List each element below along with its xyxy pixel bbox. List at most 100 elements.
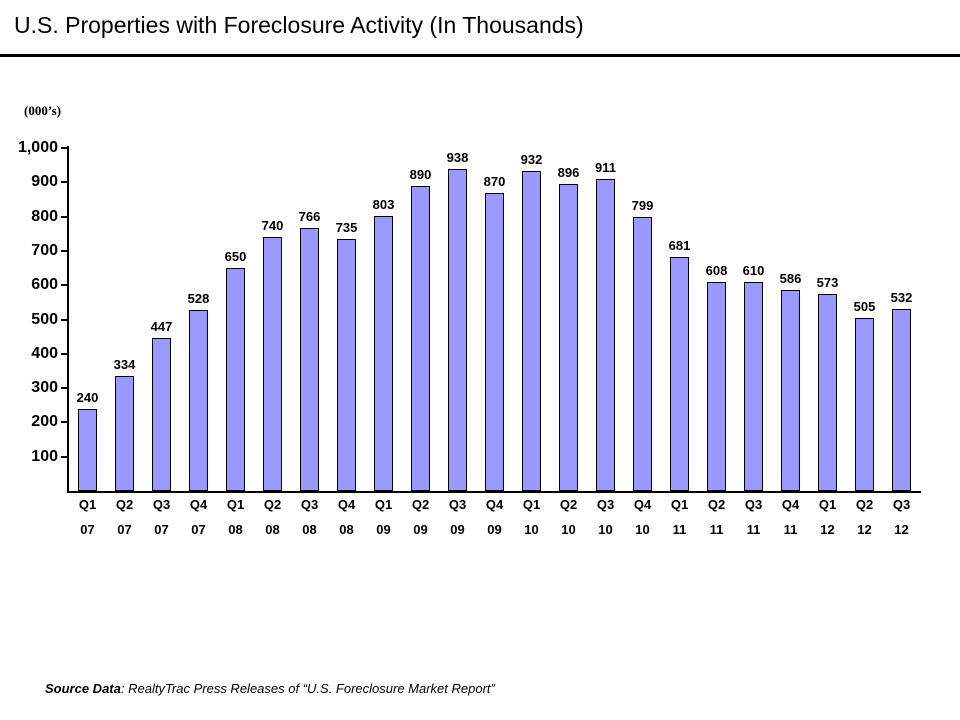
bar-value-label: 608	[705, 263, 728, 278]
x-tick-quarter: Q1	[818, 497, 837, 512]
y-tick	[61, 147, 69, 149]
bar-slot: 890	[402, 148, 439, 491]
x-tick-quarter: Q1	[670, 497, 689, 512]
x-tick-year: 08	[302, 522, 317, 537]
bar	[818, 294, 837, 491]
x-tick-label: Q2 09	[402, 497, 439, 538]
x-tick-label: Q3 11	[735, 497, 772, 538]
x-tick-year: 10	[524, 522, 539, 537]
x-tick-quarter: Q4	[633, 497, 652, 512]
bar	[892, 309, 911, 491]
page-title: U.S. Properties with Foreclosure Activit…	[14, 12, 584, 38]
x-tick-label: Q2 08	[254, 497, 291, 538]
x-tick-quarter: Q3	[300, 497, 319, 512]
x-tick-label: Q1 10	[513, 497, 550, 538]
bar-value-label: 334	[113, 357, 136, 372]
x-tick-year: 09	[450, 522, 465, 537]
x-tick-quarter: Q2	[855, 497, 874, 512]
bar	[226, 268, 245, 491]
x-tick-quarter: Q1	[522, 497, 541, 512]
x-tick-year: 10	[598, 522, 613, 537]
bar	[559, 184, 578, 491]
x-tick-label: Q4 11	[772, 497, 809, 538]
y-tick-label: 300	[31, 379, 58, 397]
x-tick-label: Q1 11	[661, 497, 698, 538]
x-tick-year: 10	[635, 522, 650, 537]
x-tick-label: Q3 10	[587, 497, 624, 538]
bar-slot: 735	[328, 148, 365, 491]
y-tick	[61, 181, 69, 184]
bar-value-label: 799	[631, 198, 654, 213]
x-tick-quarter: Q2	[707, 497, 726, 512]
x-tick-quarter: Q3	[152, 497, 171, 512]
bar	[448, 169, 467, 491]
bar-value-label: 532	[890, 290, 913, 305]
y-tick	[61, 352, 69, 355]
source-note: Source Data: RealtyTrac Press Releases o…	[45, 681, 495, 696]
x-axis	[67, 491, 921, 493]
bar-slot: 766	[291, 148, 328, 491]
bar	[300, 228, 319, 491]
bar-slot: 573	[809, 148, 846, 491]
x-tick-quarter: Q4	[189, 497, 208, 512]
x-tick-label: Q3 12	[883, 497, 920, 538]
bar-slot: 932	[513, 148, 550, 491]
x-tick-year: 11	[672, 522, 687, 537]
bar-slot: 608	[698, 148, 735, 491]
y-tick-label: 200	[31, 413, 58, 431]
bar-slot: 803	[365, 148, 402, 491]
source-note-text: : RealtyTrac Press Releases of “U.S. For…	[120, 681, 495, 696]
bar-value-label: 932	[520, 152, 543, 167]
bar	[152, 338, 171, 491]
x-tick-quarter: Q3	[596, 497, 615, 512]
y-axis	[67, 146, 69, 493]
y-tick	[61, 215, 69, 218]
x-tick-quarter: Q4	[485, 497, 504, 512]
x-tick-quarter: Q1	[374, 497, 393, 512]
bar-value-label: 803	[372, 197, 395, 212]
x-tick-year: 07	[154, 522, 169, 537]
bar	[670, 257, 689, 491]
x-tick-label: Q2 07	[106, 497, 143, 538]
x-tick-label: Q2 11	[698, 497, 735, 538]
x-tick-year: 11	[746, 522, 761, 537]
x-tick-quarter: Q4	[337, 497, 356, 512]
bar-value-label: 573	[816, 275, 839, 290]
x-tick-year: 07	[80, 522, 95, 537]
y-tick	[61, 421, 69, 424]
bar	[522, 171, 541, 491]
x-tick-label: Q1 09	[365, 497, 402, 538]
x-tick-quarter: Q2	[263, 497, 282, 512]
x-tick-quarter: Q2	[559, 497, 578, 512]
x-tick-year: 08	[228, 522, 243, 537]
x-tick-year: 07	[191, 522, 206, 537]
x-tick-year: 10	[561, 522, 576, 537]
bar-value-label: 870	[483, 174, 506, 189]
bar-slot: 240	[69, 148, 106, 491]
x-tick-label: Q3 08	[291, 497, 328, 538]
x-tick-label: Q4 07	[180, 497, 217, 538]
bar	[855, 318, 874, 491]
bar-value-label: 610	[742, 263, 765, 278]
x-tick-quarter: Q3	[448, 497, 467, 512]
bar-slot: 870	[476, 148, 513, 491]
x-tick-label: Q3 09	[439, 497, 476, 538]
y-tick-label: 100	[31, 447, 58, 465]
bar	[263, 237, 282, 491]
bar-value-label: 240	[76, 390, 99, 405]
x-tick-year: 12	[894, 522, 909, 537]
x-tick-year: 12	[820, 522, 835, 537]
bar	[115, 376, 134, 491]
x-axis-labels: Q1 07 Q2 07 Q3 07 Q4 07 Q1 08 Q2 08 Q3 08 Q4 08 Q1 09 Q2 09…	[69, 497, 920, 538]
x-tick-label: Q2 12	[846, 497, 883, 538]
x-tick-label: Q1 12	[809, 497, 846, 538]
bar	[411, 186, 430, 491]
bar-value-label: 938	[446, 150, 469, 165]
y-tick-label: 700	[31, 241, 58, 259]
bar-slot: 650	[217, 148, 254, 491]
y-axis-unit-label: (000’s)	[24, 103, 62, 118]
y-tick-label: 1,000	[17, 139, 58, 156]
x-tick-quarter: Q2	[411, 497, 430, 512]
